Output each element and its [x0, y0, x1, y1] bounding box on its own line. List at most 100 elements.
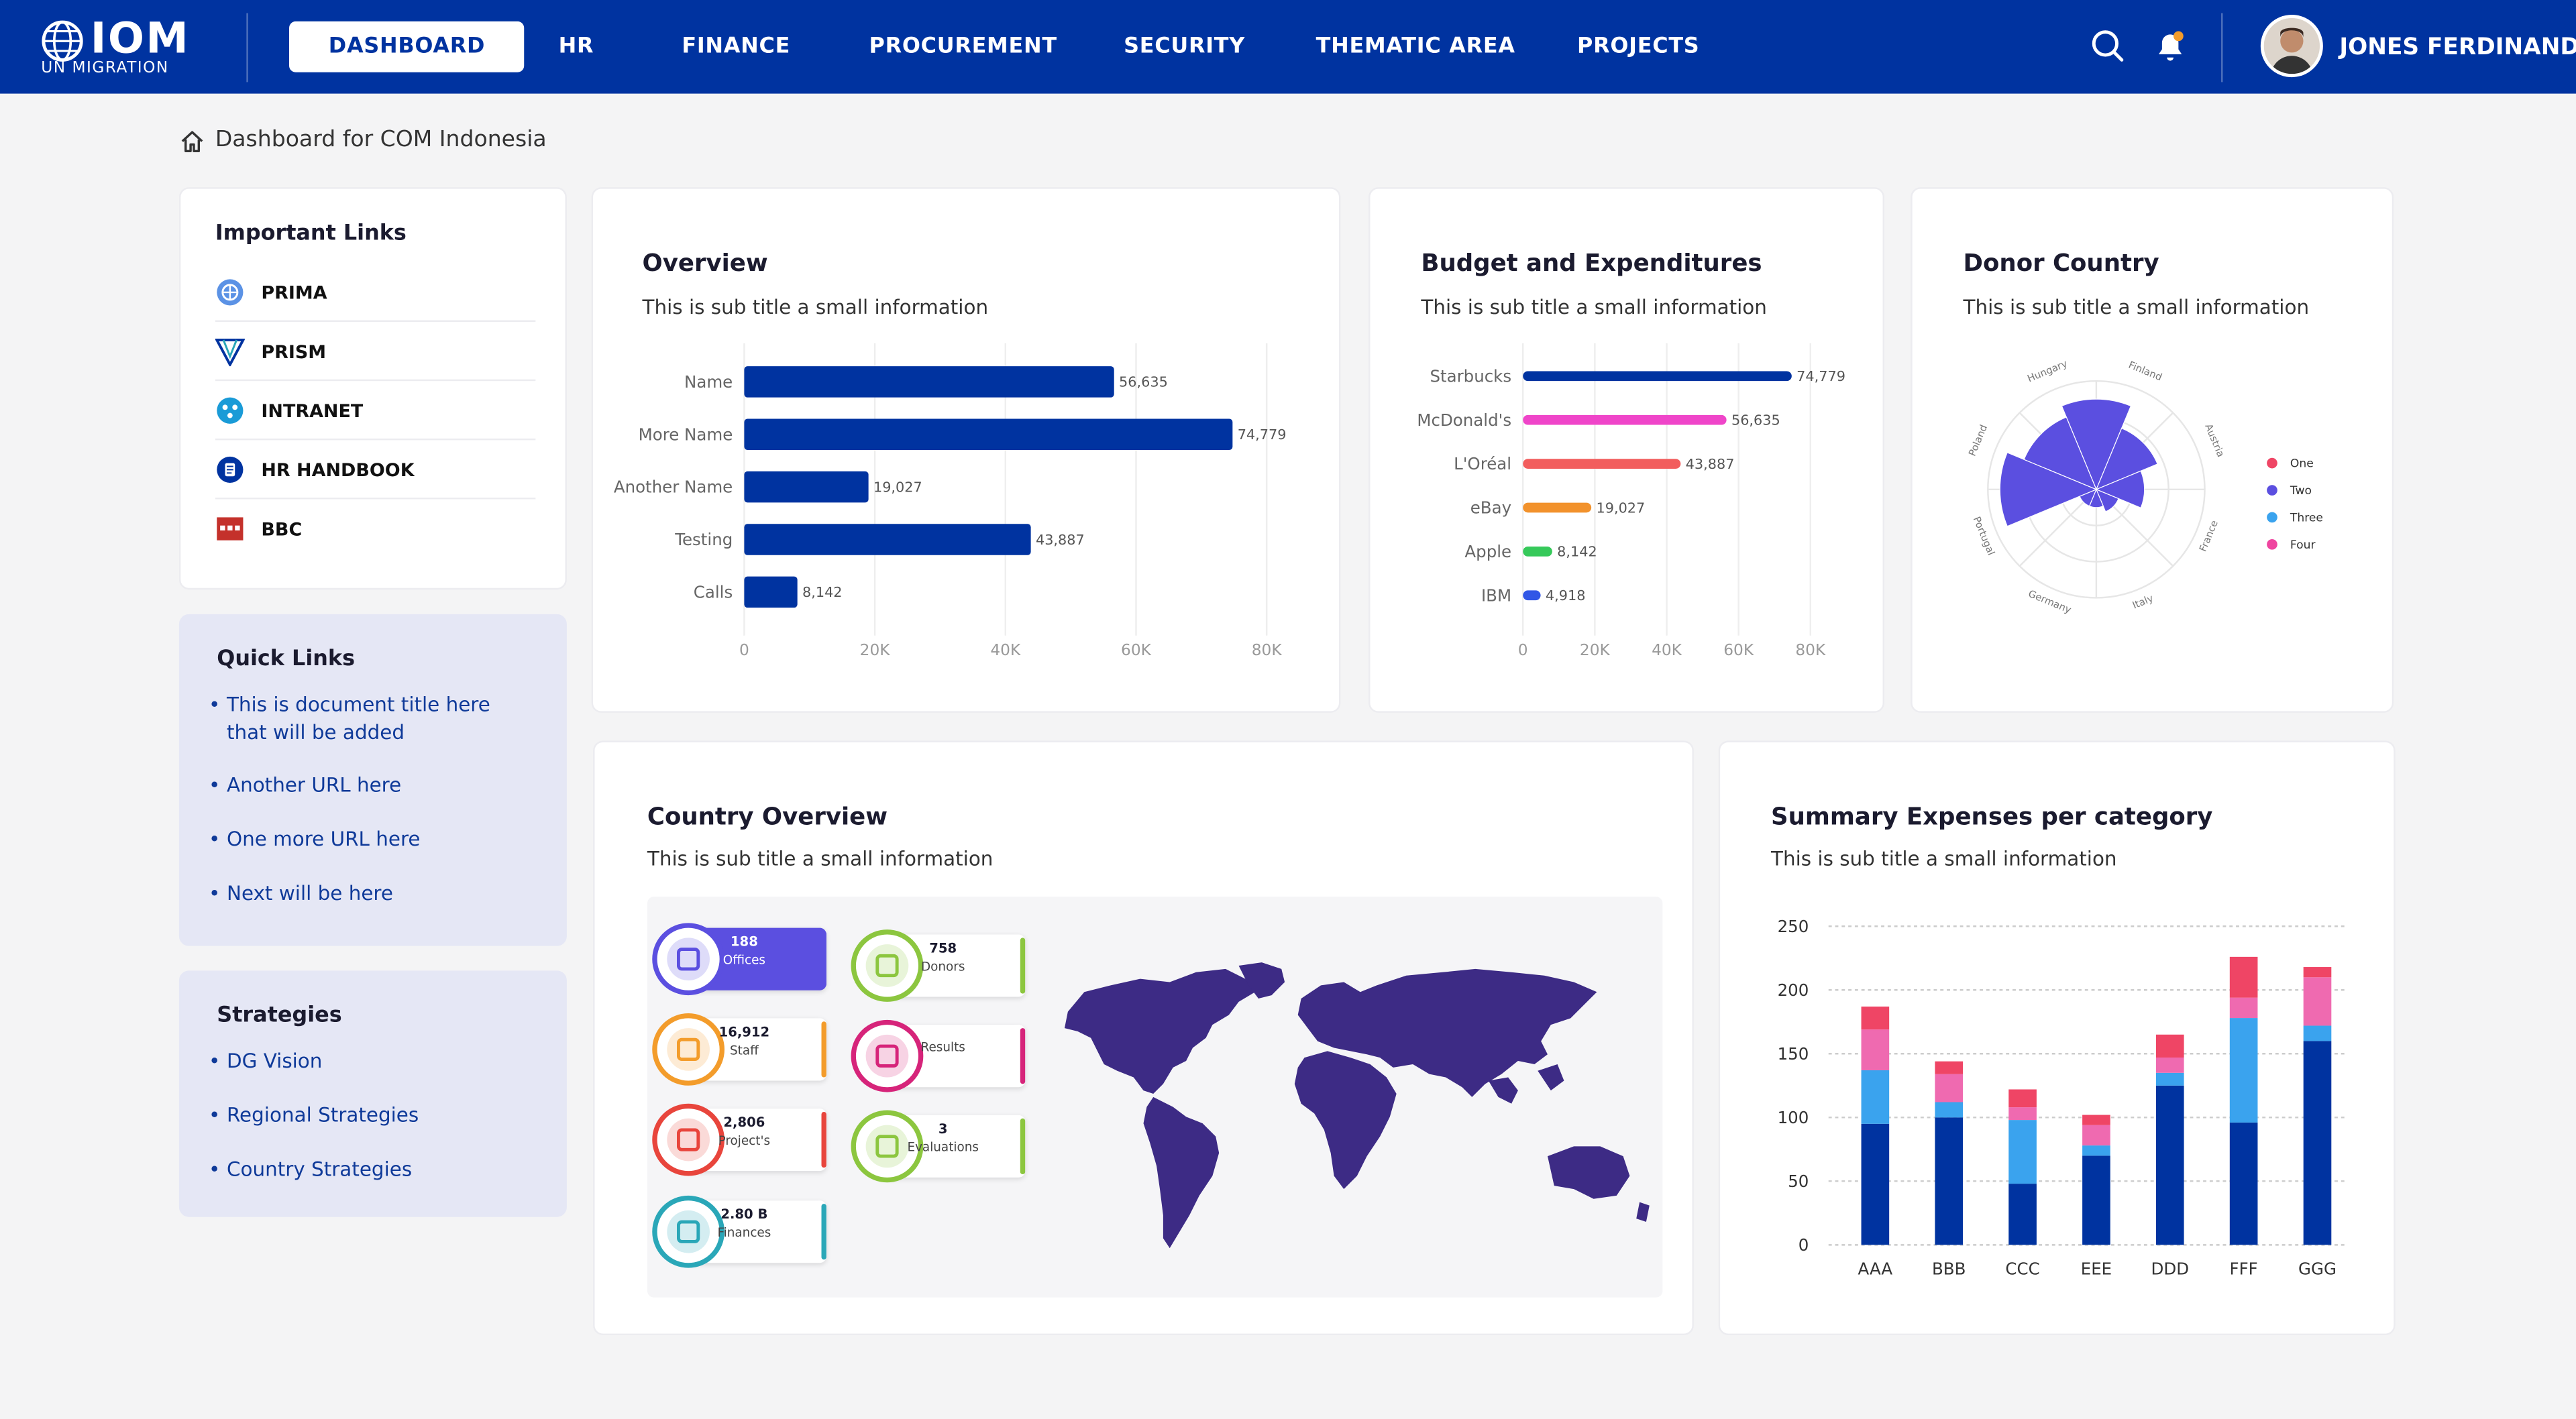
nav-tab-projects[interactable]: PROJECTS — [1577, 34, 1700, 60]
intranet-icon — [217, 397, 244, 424]
stacked-bar-segment — [2229, 956, 2258, 998]
y-tick-label: 0 — [1799, 1235, 1809, 1255]
nav-tab-thematic-area[interactable]: THEMATIC AREA — [1316, 34, 1515, 60]
evaluation-image-icon — [851, 1110, 924, 1183]
world-map — [1064, 962, 1650, 1249]
quick-link-item[interactable]: Next will be here — [209, 881, 523, 909]
nav-divider — [246, 13, 248, 82]
overview-bar-chart: 0 20K 40K 60K 80K Name 56,635 More Name 74,779 An… — [614, 343, 1286, 659]
home-icon[interactable] — [179, 128, 205, 154]
x-tick-label: 20K — [860, 641, 891, 659]
donor-card: Donor Country This is sub title a small … — [1911, 187, 2394, 713]
link-label: HR HANDBOOK — [261, 459, 415, 481]
link-intranet[interactable]: INTRANET — [215, 381, 536, 441]
overview-card: Overview This is sub title a small infor… — [591, 187, 1341, 713]
stat-value: 758 — [929, 941, 957, 956]
stat-label: Results — [920, 1039, 965, 1055]
x-category-label: EEE — [2081, 1259, 2112, 1278]
link-bbc[interactable]: BBC — [215, 499, 536, 558]
link-prism[interactable]: PRISM — [215, 322, 536, 382]
stacked-bar-segment — [1861, 1070, 1890, 1124]
stat-accent-bar — [821, 931, 826, 987]
stat-label: Offices — [722, 952, 766, 968]
summary-title: Summary Expenses per category — [1771, 805, 2213, 832]
stat-accent-bar — [821, 1204, 826, 1260]
y-category-label: eBay — [1470, 498, 1511, 518]
quick-link-item[interactable]: One more URL here — [209, 826, 523, 854]
finance-dollar-icon — [652, 1195, 725, 1268]
budget-subtitle: This is sub title a small information — [1421, 295, 1767, 319]
stat-label: Project's — [718, 1133, 771, 1148]
data-label: 43,887 — [1686, 456, 1735, 472]
notification-bell-icon[interactable] — [2152, 28, 2188, 64]
donor-polar-chart: FinlandAustriaFranceItalyGermanyPortugal… — [1967, 358, 2323, 616]
stacked-bar-segment — [2008, 1184, 2037, 1245]
stacked-bar-segment — [2229, 1122, 2258, 1245]
stacked-bar-segment — [1935, 1117, 1964, 1245]
polar-category-label: Austria — [2202, 422, 2226, 459]
y-category-label: Another Name — [614, 477, 733, 497]
y-category-label: Apple — [1464, 542, 1511, 561]
donor-subtitle: This is sub title a small information — [1963, 295, 2310, 319]
budget-bar-chart: 0 20K 40K 60K 80K Starbucks 74,779 McDonald's 56… — [1417, 343, 1845, 659]
bar — [1523, 547, 1552, 557]
stat-label: Evaluations — [907, 1139, 979, 1155]
strategies-card: Strategies DG Vision Regional Strategies… — [178, 970, 567, 1217]
polar-slice — [2095, 470, 2145, 509]
stat-value: 2.80 B — [720, 1207, 768, 1223]
x-category-label: DDD — [2151, 1259, 2190, 1278]
stacked-bar-segment — [2008, 1089, 2037, 1108]
legend-label: Two — [2290, 484, 2312, 498]
iom-logo[interactable]: IOM UN MIGRATION — [41, 16, 189, 78]
stat-value: 3 — [938, 1121, 948, 1137]
strategy-link-item[interactable]: Country Strategies — [209, 1156, 523, 1184]
summary-subtitle: This is sub title a small information — [1771, 847, 2117, 870]
stat-label: Donors — [921, 959, 965, 974]
stat-value: 2,806 — [723, 1115, 765, 1130]
data-label: 43,887 — [1036, 532, 1085, 548]
user-name: JONES FERDINAND — [2339, 34, 2576, 61]
nav-tab-dashboard[interactable]: DASHBOARD — [289, 21, 525, 72]
budget-title: Budget and Expenditures — [1421, 251, 1762, 278]
legend-marker — [2267, 539, 2277, 550]
stacked-bar-segment — [2082, 1145, 2110, 1156]
x-category-label: GGG — [2298, 1259, 2337, 1278]
stacked-bar-segment — [2303, 1041, 2332, 1245]
quick-link-item[interactable]: Another URL here — [209, 772, 523, 800]
avatar — [2260, 15, 2323, 78]
strategy-link-item[interactable]: DG Vision — [209, 1047, 523, 1076]
polar-category-label: Italy — [2131, 593, 2155, 612]
quick-links-card: Quick Links This is document title here … — [178, 614, 567, 946]
link-hr-handbook[interactable]: HR HANDBOOK — [215, 440, 536, 500]
legend-label: One — [2290, 457, 2314, 471]
nav-tab-security[interactable]: SECURITY — [1124, 34, 1246, 60]
handbook-icon — [217, 456, 244, 484]
stat-accent-bar — [1020, 1118, 1026, 1175]
strategy-link-item[interactable]: Regional Strategies — [209, 1102, 523, 1130]
stacked-bar-segment — [2155, 1057, 2184, 1073]
bar — [744, 576, 798, 608]
link-label: BBC — [261, 518, 303, 541]
polar-slice — [1999, 452, 2098, 527]
x-category-label: CCC — [2005, 1259, 2039, 1278]
overview-title: Overview — [642, 251, 768, 278]
polar-slice — [2023, 416, 2098, 490]
quick-links-title: Quick Links — [217, 646, 356, 672]
data-label: 19,027 — [1597, 500, 1646, 516]
important-links-card: Important Links PRIMA PRISM INTRANET HR … — [178, 187, 567, 590]
country-title: Country Overview — [647, 805, 888, 832]
strategies-title: Strategies — [217, 1003, 342, 1029]
link-prima[interactable]: PRIMA — [215, 263, 536, 323]
legend-label: Four — [2290, 538, 2316, 552]
nav-tab-procurement[interactable]: PROCUREMENT — [869, 34, 1057, 60]
y-tick-label: 50 — [1788, 1172, 1809, 1191]
y-category-label: IBM — [1481, 585, 1511, 605]
y-category-label: Name — [684, 372, 733, 392]
stacked-bar-segment — [2082, 1125, 2110, 1146]
nav-tab-finance[interactable]: FINANCE — [682, 34, 791, 60]
stacked-bar-segment — [2303, 977, 2332, 1026]
nav-tab-hr[interactable]: HR — [558, 34, 594, 60]
stat-accent-bar — [1020, 1028, 1026, 1084]
search-icon[interactable] — [2090, 28, 2126, 64]
quick-link-item[interactable]: This is document title here that will be… — [209, 691, 523, 747]
